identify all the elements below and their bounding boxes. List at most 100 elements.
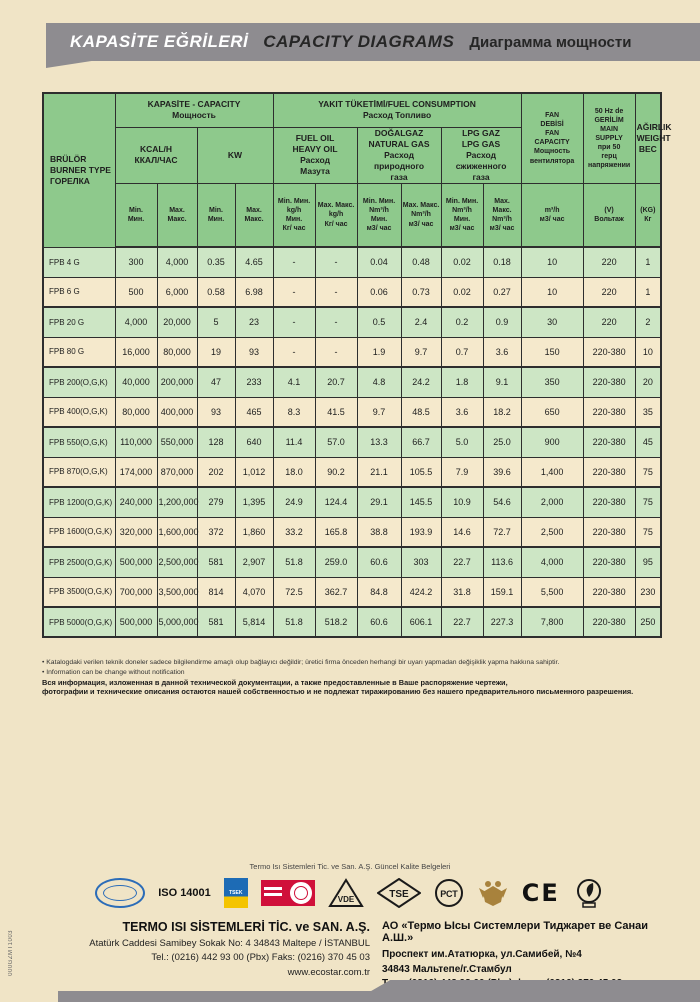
value-cell: 57.0 bbox=[314, 426, 358, 458]
ce-mark: CE bbox=[521, 879, 560, 907]
table-row: FPB 870(O,G,K) 174,000 870,000 202 1,012 18.0… bbox=[42, 456, 662, 488]
value-cell: 60.6 bbox=[356, 546, 402, 578]
burner-type-header: BRÜLÖR BURNER TYPE ГОРЕЛКА bbox=[42, 92, 116, 248]
kcal-max-header: Max. Макс. bbox=[156, 182, 198, 249]
value-cell: 105.5 bbox=[400, 456, 442, 488]
value-cell: 870,000 bbox=[156, 456, 198, 488]
value-cell: 2,500,000 bbox=[156, 546, 199, 578]
value-cell: 1,400 bbox=[520, 456, 584, 488]
burner-type-cell: FPB 6 G bbox=[42, 276, 116, 308]
burner-type-cell: FPB 1200(O,G,K) bbox=[42, 486, 116, 518]
company-info-turkish: TERMO ISI SİSTEMLERİ TİC. ve SAN. A.Ş. A… bbox=[30, 920, 370, 992]
value-cell: 5 bbox=[196, 306, 236, 338]
value-cell: 38.8 bbox=[356, 516, 402, 548]
company-address-ru-2: 34843 Мальтепе/г.Стамбул bbox=[382, 963, 512, 975]
burner-type-cell: FPB 3500(O,G,K) bbox=[42, 576, 116, 608]
value-cell: 10.9 bbox=[440, 486, 484, 518]
company-address-tr: Atatürk Caddesi Samibey Sokak No: 4 3484… bbox=[89, 938, 370, 949]
table-row: FPB 200(O,G,K) 40,000 200,000 47 233 4.1 20.7 4… bbox=[42, 366, 662, 398]
value-cell: 2,907 bbox=[234, 546, 274, 578]
value-cell: 1 bbox=[634, 246, 662, 278]
value-cell: 4,070 bbox=[234, 576, 274, 608]
value-cell: 320,000 bbox=[114, 516, 158, 548]
value-cell: 9.1 bbox=[482, 366, 522, 398]
value-cell: - bbox=[314, 336, 358, 368]
fan-capacity-header: FAN DEBİSİ FAN CAPACITY Мощность вентиля… bbox=[520, 92, 584, 184]
value-cell: 20.7 bbox=[314, 366, 358, 398]
value-cell: 362.7 bbox=[314, 576, 358, 608]
value-cell: 0.5 bbox=[356, 306, 402, 338]
lpg-header: LPG GAZ LPG GAS Расход сжиженного газа bbox=[440, 126, 522, 184]
value-cell: 11.4 bbox=[272, 426, 316, 458]
value-cell: 10 bbox=[520, 246, 584, 278]
footnote-russian-1: Вся информация, изложенная в данной техн… bbox=[42, 677, 508, 687]
value-cell: 22.7 bbox=[440, 546, 484, 578]
volt-unit-header: (V) Вольтаж bbox=[582, 182, 636, 249]
certifications-section: Termo Isı Sistemleri Tic. ve San. A.Ş. G… bbox=[30, 862, 670, 909]
value-cell: 240,000 bbox=[114, 486, 158, 518]
value-cell: 41.5 bbox=[314, 396, 358, 428]
red-badge-emblem bbox=[293, 886, 308, 900]
value-cell: 900 bbox=[520, 426, 584, 458]
value-cell: 1,860 bbox=[234, 516, 274, 548]
certifications-caption: Termo Isı Sistemleri Tic. ve San. A.Ş. G… bbox=[249, 862, 451, 871]
value-cell: 145.5 bbox=[400, 486, 442, 518]
kcal-min-header: Min. Мин. bbox=[114, 182, 158, 249]
value-cell: - bbox=[314, 276, 358, 308]
value-cell: 400,000 bbox=[156, 396, 198, 428]
weight-header: AĞIRLIK WEIGHT ВЕС bbox=[634, 92, 672, 184]
footnote-english: • Information can be change without noti… bbox=[42, 668, 185, 676]
value-cell: 1 bbox=[634, 276, 662, 308]
table-row: FPB 4 G 300 4,000 0.35 4.65- -0.04 0.48 0.02 0.1… bbox=[42, 246, 662, 278]
table-units-header-row: Min. Мин. Max. Макс. Min. Мин. Max. Макс… bbox=[43, 182, 662, 249]
gas-min-header: Min. Мин. Nm³/h Мин. м3/ час bbox=[356, 182, 402, 249]
table-row: FPB 5000(O,G,K) 500,000 5,000,000 581 5,814 5… bbox=[42, 606, 662, 638]
value-cell: 1,395 bbox=[234, 486, 274, 518]
value-cell: 0.58 bbox=[196, 276, 236, 308]
value-cell: 24.2 bbox=[400, 366, 442, 398]
value-cell: 300 bbox=[114, 246, 158, 278]
value-cell: 6,000 bbox=[156, 276, 198, 308]
value-cell: 54.6 bbox=[482, 486, 522, 518]
fan-unit-header: m³/h м3/ час bbox=[520, 182, 584, 249]
company-phone-tr: Tel.: (0216) 442 93 00 (Pbx) Faks: (0216… bbox=[151, 952, 370, 964]
tuv-oval-icon bbox=[95, 878, 146, 908]
company-name-tr: TERMO ISI SİSTEMLERİ TİC. ve SAN. A.Ş. bbox=[122, 920, 371, 934]
table-row: FPB 400(O,G,K) 80,000 400,000 93 465 8.3 41.5 9… bbox=[42, 396, 662, 428]
header-band-tail-shape bbox=[46, 60, 98, 68]
value-cell: 1,012 bbox=[234, 456, 274, 488]
vde-label: VDE bbox=[338, 895, 355, 904]
value-cell: 500,000 bbox=[114, 606, 158, 638]
value-cell: 279 bbox=[196, 486, 236, 518]
value-cell: 6.98 bbox=[234, 276, 274, 308]
value-cell: 220-380 bbox=[582, 516, 636, 548]
table-row: FPB 3500(O,G,K) 700,000 3,500,000 814 4,070 7… bbox=[42, 576, 662, 608]
value-cell: 581 bbox=[196, 546, 236, 578]
eagle-emblem-icon bbox=[478, 881, 507, 906]
value-cell: 18.2 bbox=[482, 396, 522, 428]
value-cell: 230 bbox=[634, 576, 662, 608]
capacity-table: BRÜLÖR BURNER TYPE ГОРЕЛКА KAPASİTE - CA… bbox=[42, 92, 672, 639]
value-cell: 550,000 bbox=[156, 426, 198, 458]
value-cell: 250 bbox=[634, 606, 662, 638]
value-cell: 424.2 bbox=[400, 576, 442, 608]
value-cell: 372 bbox=[196, 516, 236, 548]
certification-logos-row: ISO 14001 TSEK VDE TSE РСТ bbox=[30, 877, 670, 909]
kw-header: KW bbox=[196, 126, 274, 184]
burner-type-cell: FPB 870(O,G,K) bbox=[42, 456, 116, 488]
value-cell: 20,000 bbox=[156, 306, 198, 338]
gost-r-circle-icon: РСТ bbox=[434, 879, 463, 907]
value-cell: 113.6 bbox=[482, 546, 522, 578]
tsek-badge-icon: TSEK bbox=[223, 878, 248, 908]
value-cell: 0.04 bbox=[356, 246, 402, 278]
footnote-turkish: • Katalogdaki verilen teknik doneler sad… bbox=[42, 659, 560, 666]
value-cell: - bbox=[314, 246, 358, 278]
eco-leaf-icon bbox=[576, 879, 601, 908]
value-cell: 200,000 bbox=[156, 366, 198, 398]
kg-unit-header: (KG) Кг bbox=[634, 182, 662, 249]
value-cell: 0.9 bbox=[482, 306, 522, 338]
value-cell: 80,000 bbox=[114, 396, 158, 428]
value-cell: 0.73 bbox=[400, 276, 442, 308]
table-row: FPB 2500(O,G,K) 500,000 2,500,000 581 2,907 5… bbox=[42, 546, 662, 578]
tuv-oval-inner-ring bbox=[103, 885, 138, 901]
